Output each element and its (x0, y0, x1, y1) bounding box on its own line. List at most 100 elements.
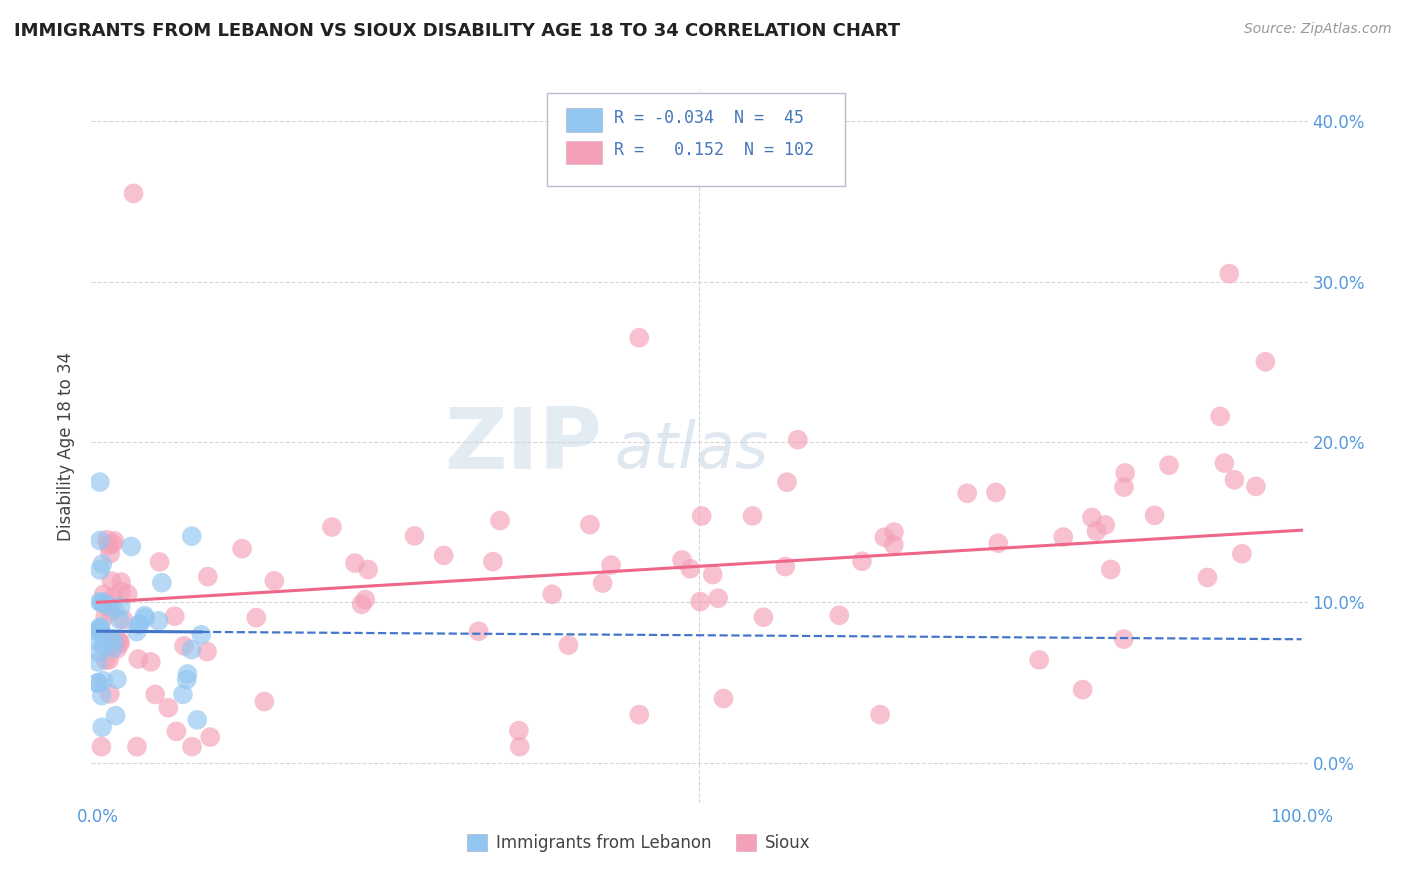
Point (125, 739, 148, 754)
Point (105, 673, 128, 687)
Legend: Immigrants from Lebanon, Sioux: Immigrants from Lebanon, Sioux (461, 827, 817, 859)
Point (600, 558, 623, 573)
Bar (565, 141, 602, 164)
Point (628, 707, 651, 722)
Point (404, 529, 426, 543)
Point (104, 708, 127, 723)
Text: atlas: atlas (614, 418, 769, 481)
Point (89, 622, 111, 636)
Point (956, 486, 979, 500)
Point (89, 622, 111, 636)
Point (87, 625, 110, 640)
Point (690, 508, 713, 523)
Point (110, 599, 132, 614)
Point (984, 485, 1007, 500)
Point (851, 554, 873, 568)
Point (741, 508, 763, 523)
Text: R = -0.034  N =  45: R = -0.034 N = 45 (614, 109, 804, 127)
Point (139, 655, 162, 669)
Point (197, 569, 219, 583)
Point (869, 707, 891, 722)
Point (134, 611, 156, 625)
Point (90, 739, 112, 754)
Point (557, 638, 579, 652)
Point (689, 594, 711, 608)
Text: IMMIGRANTS FROM LEBANON VS SIOUX DISABILITY AGE 18 TO 34 CORRELATION CHART: IMMIGRANTS FROM LEBANON VS SIOUX DISABIL… (14, 22, 900, 40)
Point (101, 632, 124, 647)
Point (180, 529, 202, 543)
Point (101, 632, 124, 646)
Point (103, 634, 125, 648)
Point (87, 645, 110, 659)
Point (103, 533, 125, 548)
Point (263, 574, 285, 588)
Point (592, 576, 614, 591)
Point (181, 739, 204, 754)
Point (776, 475, 799, 490)
Point (713, 691, 735, 706)
Point (1254, 355, 1277, 369)
Point (172, 687, 194, 701)
Point (1230, 547, 1253, 561)
Point (89, 533, 111, 548)
Point (86, 675, 108, 690)
Point (873, 530, 896, 544)
Point (91, 557, 114, 571)
Point (702, 567, 724, 582)
Point (579, 517, 602, 532)
Point (354, 592, 377, 607)
Point (89, 563, 111, 577)
Point (883, 525, 905, 540)
Point (195, 644, 218, 658)
Point (541, 587, 564, 601)
Point (987, 536, 1010, 550)
Point (101, 537, 124, 551)
Point (775, 559, 797, 574)
Point (91, 596, 114, 610)
Y-axis label: Disability Age 18 to 34: Disability Age 18 to 34 (58, 351, 76, 541)
FancyBboxPatch shape (547, 93, 845, 186)
Point (134, 608, 156, 623)
Point (163, 609, 186, 624)
Point (357, 563, 380, 577)
Point (752, 610, 775, 624)
Point (176, 673, 198, 687)
Point (883, 538, 905, 552)
Point (91, 720, 114, 734)
Point (679, 562, 702, 576)
Point (94, 609, 117, 624)
Point (253, 694, 276, 708)
Point (321, 520, 343, 534)
Point (707, 591, 730, 606)
Point (96, 596, 118, 610)
Point (101, 591, 124, 605)
Point (828, 608, 851, 623)
Point (98, 653, 121, 667)
Point (127, 652, 149, 666)
Point (148, 555, 170, 569)
Point (1244, 479, 1267, 493)
Point (1157, 458, 1180, 473)
Point (350, 597, 373, 611)
Point (87, 655, 110, 669)
Point (671, 553, 693, 567)
Point (125, 624, 148, 639)
Point (1112, 632, 1135, 646)
Point (98, 547, 121, 561)
Point (105, 641, 128, 656)
Point (89, 595, 111, 609)
Point (117, 587, 139, 601)
Point (1143, 508, 1166, 523)
Point (108, 613, 131, 627)
Point (93, 587, 115, 601)
Point (245, 610, 267, 624)
Point (186, 713, 208, 727)
Point (90, 689, 112, 703)
Point (508, 723, 530, 738)
Point (120, 540, 142, 554)
Point (1112, 480, 1135, 494)
Point (89, 620, 111, 634)
Text: ZIP: ZIP (444, 404, 602, 488)
Point (128, 617, 150, 632)
Point (180, 642, 202, 657)
